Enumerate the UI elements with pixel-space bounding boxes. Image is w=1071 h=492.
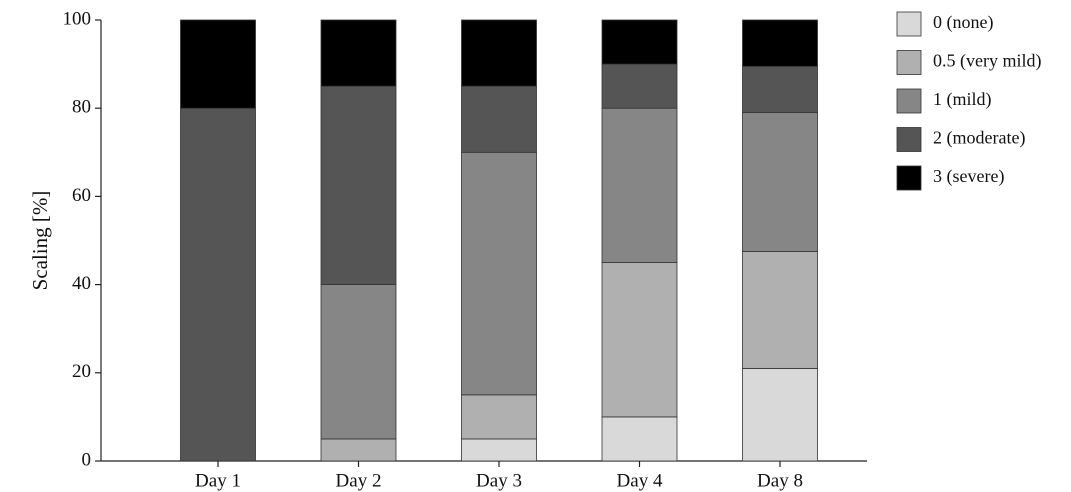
bar-segment xyxy=(461,19,537,87)
bar-stack xyxy=(601,19,678,462)
bar-segment xyxy=(461,85,537,153)
y-tick-label: 0 xyxy=(82,449,92,470)
y-tick-label: 40 xyxy=(72,273,91,294)
legend-item: 3 (severe) xyxy=(896,165,1004,191)
bar-segment xyxy=(320,284,397,440)
legend-swatch xyxy=(896,165,922,191)
legend-item: 0.5 (very mild) xyxy=(896,50,1041,75)
category-label: Day 4 xyxy=(617,470,663,491)
bar-segment xyxy=(742,19,818,67)
legend-label: 3 (severe) xyxy=(933,166,1004,187)
bar-segment xyxy=(320,19,397,87)
bar-stack xyxy=(180,19,256,462)
y-axis-title: Scaling [%] xyxy=(28,191,52,291)
bar-segment xyxy=(461,438,537,462)
y-tick-label: 100 xyxy=(63,8,92,29)
bar-stack xyxy=(742,19,818,462)
legend-label: 1 (mild) xyxy=(933,89,992,110)
category-label: Day 3 xyxy=(476,470,522,491)
bar-segment xyxy=(461,151,537,396)
category-labels: Day 1 Day 2 Day 3 Day 4 Day 8 xyxy=(195,461,803,491)
bar-segment xyxy=(461,394,537,440)
legend-swatch xyxy=(896,11,922,37)
bar-segment xyxy=(601,19,678,65)
y-ticks: 0 20 40 60 80 100 xyxy=(63,8,101,470)
y-tick-label: 60 xyxy=(72,185,91,206)
category-label: Day 1 xyxy=(195,470,241,491)
category-label: Day 8 xyxy=(757,470,803,491)
legend-item: 0 (none) xyxy=(896,11,993,37)
bar-segment xyxy=(601,416,678,462)
bar-segment xyxy=(742,251,818,369)
bar-segment xyxy=(742,112,818,252)
bar-segment xyxy=(601,262,678,418)
legend-swatch xyxy=(896,127,922,152)
bar-stack xyxy=(461,19,537,462)
bar-segment xyxy=(320,85,397,285)
legend: 0 (none) 0.5 (very mild) 1 (mild) 2 (modera… xyxy=(896,11,1041,191)
axes: Scaling [%] xyxy=(28,20,867,462)
legend-label: 2 (moderate) xyxy=(933,128,1025,149)
legend-item: 1 (mild) xyxy=(896,88,992,114)
bar-segment xyxy=(601,63,678,109)
y-tick-label: 20 xyxy=(72,361,91,382)
bar-segment xyxy=(742,65,818,114)
bar-segment xyxy=(601,107,678,263)
legend-label: 0 (none) xyxy=(933,12,993,33)
legend-swatch xyxy=(896,88,922,114)
bar-segment xyxy=(180,19,256,109)
bar-stack xyxy=(320,19,397,462)
legend-label: 0.5 (very mild) xyxy=(933,51,1041,72)
y-tick-label: 80 xyxy=(72,97,91,118)
bar-segment xyxy=(742,367,818,462)
bar-segment xyxy=(180,107,256,462)
legend-item: 2 (moderate) xyxy=(896,127,1025,152)
bar-segment xyxy=(320,438,397,462)
legend-swatch xyxy=(896,50,922,75)
bars xyxy=(180,19,818,462)
category-label: Day 2 xyxy=(336,470,382,491)
